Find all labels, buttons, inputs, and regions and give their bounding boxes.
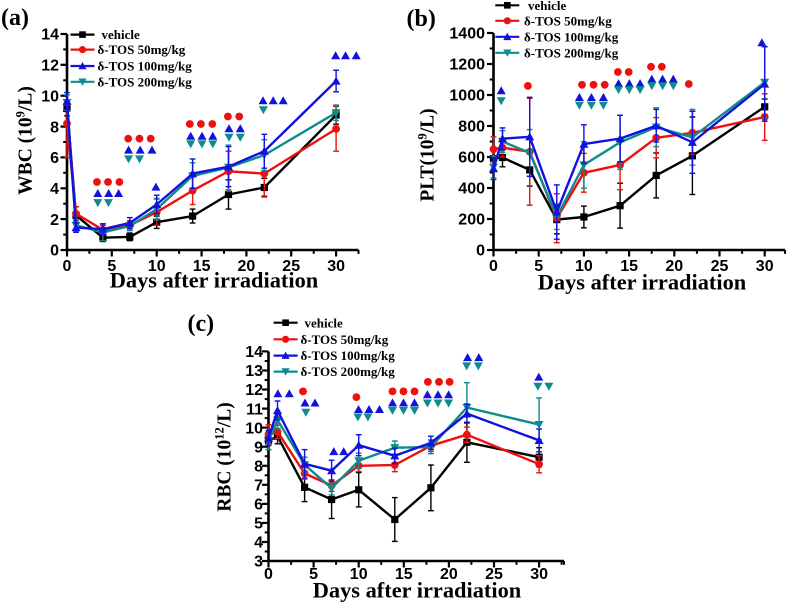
svg-text:15: 15 (193, 258, 211, 275)
svg-text:PLT(109/L): PLT(109/L) (416, 108, 439, 201)
svg-text:800: 800 (458, 119, 485, 136)
svg-text:(b): (b) (407, 6, 436, 32)
svg-text:(c): (c) (188, 311, 215, 337)
svg-text:12: 12 (245, 382, 263, 399)
svg-text:2: 2 (50, 212, 59, 229)
svg-text:δ-TOS 100mg/kg: δ-TOS 100mg/kg (301, 348, 396, 363)
svg-text:30: 30 (530, 566, 548, 583)
svg-text:0: 0 (489, 258, 498, 275)
svg-text:vehicle: vehicle (102, 27, 140, 42)
svg-text:5: 5 (254, 516, 263, 533)
svg-text:20: 20 (665, 258, 683, 275)
svg-text:Days after irradiation: Days after irradiation (538, 270, 747, 295)
svg-text:1200: 1200 (449, 57, 485, 74)
svg-text:25: 25 (282, 258, 300, 275)
svg-text:15: 15 (395, 566, 413, 583)
svg-text:δ-TOS 50mg/kg: δ-TOS 50mg/kg (524, 13, 612, 28)
svg-text:δ-TOS 200mg/kg: δ-TOS 200mg/kg (301, 364, 396, 379)
svg-text:7: 7 (254, 478, 263, 495)
svg-text:1000: 1000 (449, 88, 485, 105)
svg-text:RBC (1012/L): RBC (1012/L) (213, 402, 236, 511)
svg-text:14: 14 (245, 344, 263, 361)
svg-text:400: 400 (458, 181, 485, 198)
svg-text:10: 10 (575, 258, 593, 275)
svg-text:15: 15 (620, 258, 638, 275)
svg-text:δ-TOS 50mg/kg: δ-TOS 50mg/kg (301, 332, 389, 347)
svg-text:Days after irradiation: Days after irradiation (313, 578, 522, 603)
svg-text:4: 4 (254, 535, 263, 552)
svg-text:25: 25 (485, 566, 503, 583)
svg-text:δ-TOS 200mg/kg: δ-TOS 200mg/kg (98, 74, 193, 89)
svg-text:6: 6 (50, 150, 59, 167)
svg-text:200: 200 (458, 212, 485, 229)
svg-text:20: 20 (238, 258, 256, 275)
svg-text:0: 0 (63, 258, 72, 275)
svg-text:WBC (109/L): WBC (109/L) (14, 86, 37, 195)
svg-text:5: 5 (309, 566, 318, 583)
svg-text:Days after irradiation: Days after irradiation (110, 268, 319, 293)
svg-text:3: 3 (254, 554, 263, 571)
svg-text:9: 9 (254, 439, 263, 456)
svg-text:0: 0 (50, 243, 59, 260)
svg-text:10: 10 (148, 258, 166, 275)
svg-text:1400: 1400 (449, 26, 485, 43)
svg-text:14: 14 (41, 27, 59, 44)
svg-text:δ-TOS 200mg/kg: δ-TOS 200mg/kg (524, 45, 619, 60)
svg-text:δ-TOS 100mg/kg: δ-TOS 100mg/kg (98, 59, 193, 74)
svg-text:30: 30 (756, 258, 774, 275)
svg-text:10: 10 (350, 566, 368, 583)
svg-text:30: 30 (327, 258, 345, 275)
svg-text:5: 5 (534, 258, 543, 275)
svg-text:δ-TOS 100mg/kg: δ-TOS 100mg/kg (524, 29, 619, 44)
svg-text:δ-TOS 50mg/kg: δ-TOS 50mg/kg (98, 42, 186, 57)
svg-text:(a): (a) (1, 5, 29, 31)
svg-text:12: 12 (41, 58, 59, 75)
svg-text:4: 4 (50, 181, 59, 198)
svg-text:5: 5 (107, 258, 116, 275)
svg-text:vehicle: vehicle (528, 0, 566, 13)
svg-text:10: 10 (245, 420, 263, 437)
svg-text:11: 11 (246, 401, 263, 418)
svg-text:0: 0 (476, 243, 485, 260)
svg-text:8: 8 (50, 119, 59, 136)
svg-text:13: 13 (245, 363, 263, 380)
svg-text:8: 8 (254, 458, 263, 475)
svg-text:0: 0 (264, 566, 273, 583)
svg-text:20: 20 (440, 566, 458, 583)
svg-text:vehicle: vehicle (305, 315, 343, 330)
svg-text:10: 10 (41, 88, 59, 105)
svg-text:600: 600 (458, 150, 485, 167)
svg-text:6: 6 (254, 497, 263, 514)
svg-text:25: 25 (711, 258, 729, 275)
